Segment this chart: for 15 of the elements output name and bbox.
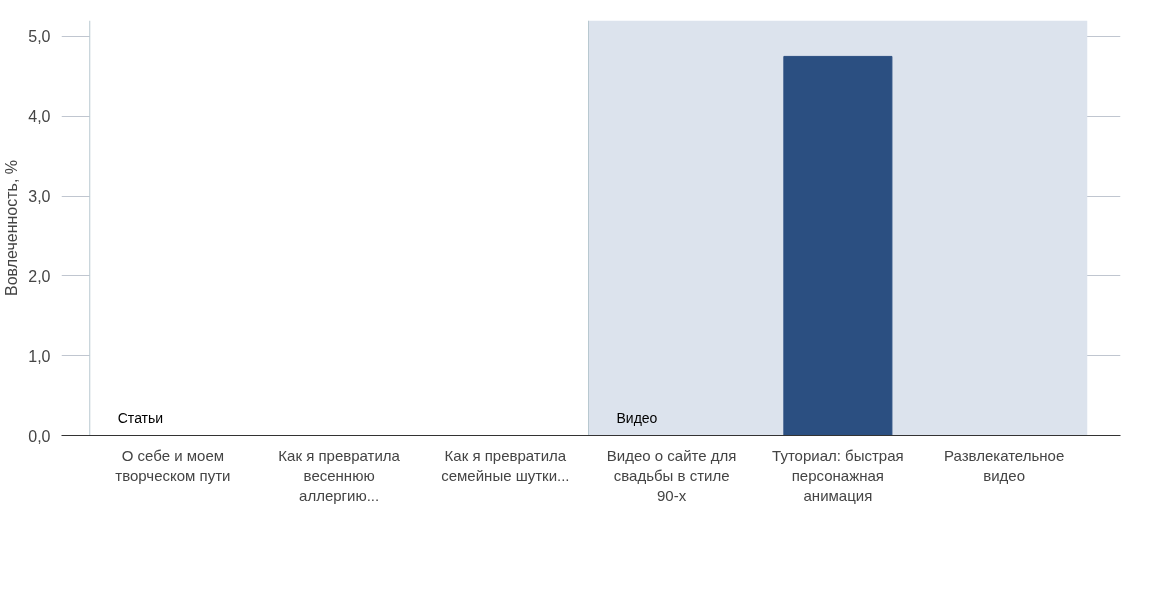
y-tick-label: 1,0 (28, 347, 51, 365)
y-tick-label: 2,0 (28, 267, 51, 285)
x-tick-label: О себе и моем творческом пути (115, 446, 231, 484)
y-tick-label: 3,0 (28, 188, 51, 206)
y-tick-label: 0,0 (28, 427, 51, 445)
x-tick-label: Как я превратила семейные шутки... (441, 446, 570, 484)
x-tick-label: Видео о сайте для свадьбы в стиле 90-х (606, 446, 737, 505)
x-tick-label: Как я превратила весеннюю аллергию... (278, 446, 401, 505)
x-tick-label: Туториал: быстрая персонажная анимация (772, 446, 904, 505)
band-label: Статьи (117, 409, 164, 426)
y-tick-label: 5,0 (28, 28, 51, 46)
y-tick-label: 4,0 (28, 108, 51, 126)
x-tick-label: Развлекательное видео (943, 446, 1065, 484)
band-label: Видео (616, 409, 658, 426)
y-axis-title: Вовлеченность, % (3, 160, 21, 296)
